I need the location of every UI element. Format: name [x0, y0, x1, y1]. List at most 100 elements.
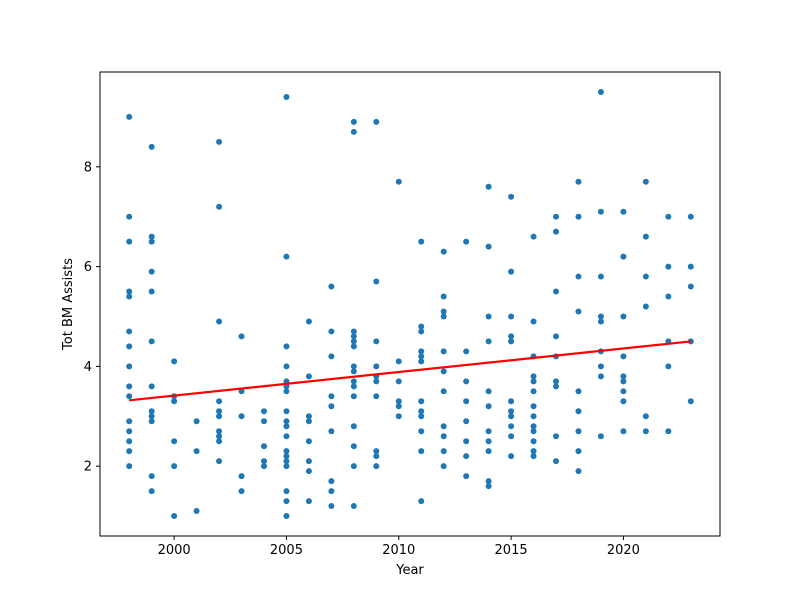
- data-point: [305, 468, 312, 475]
- x-tick-label: 2020: [607, 543, 640, 558]
- data-point: [350, 333, 357, 340]
- y-tick-label: 4: [84, 360, 92, 375]
- data-point: [575, 273, 582, 280]
- data-point: [171, 398, 178, 405]
- data-point: [418, 448, 425, 455]
- data-point: [620, 208, 627, 215]
- data-point: [418, 408, 425, 415]
- data-point: [508, 313, 515, 320]
- data-point: [440, 448, 447, 455]
- data-point: [260, 463, 267, 470]
- data-point: [553, 378, 560, 385]
- data-point: [350, 378, 357, 385]
- data-point: [642, 233, 649, 240]
- data-point: [530, 233, 537, 240]
- data-point: [395, 378, 402, 385]
- data-point: [283, 93, 290, 100]
- data-point: [193, 448, 200, 455]
- data-point: [283, 388, 290, 395]
- data-point: [687, 398, 694, 405]
- data-point: [440, 433, 447, 440]
- data-point: [350, 423, 357, 430]
- data-point: [597, 373, 604, 380]
- data-point: [597, 363, 604, 370]
- data-point: [328, 428, 335, 435]
- data-point: [373, 278, 380, 285]
- data-point: [485, 313, 492, 320]
- data-point: [508, 453, 515, 460]
- data-point: [485, 428, 492, 435]
- data-point: [530, 373, 537, 380]
- data-point: [283, 453, 290, 460]
- data-point: [216, 203, 223, 210]
- data-point: [620, 373, 627, 380]
- data-point: [193, 418, 200, 425]
- data-point: [508, 423, 515, 430]
- data-point: [350, 118, 357, 125]
- data-point: [508, 398, 515, 405]
- data-point: [553, 383, 560, 390]
- x-axis-label: Year: [395, 563, 424, 578]
- data-point: [148, 473, 155, 480]
- data-point: [485, 448, 492, 455]
- x-tick-label: 2005: [270, 543, 303, 558]
- data-point: [620, 428, 627, 435]
- data-point: [350, 463, 357, 470]
- data-point: [283, 433, 290, 440]
- data-point: [216, 428, 223, 435]
- data-point: [350, 383, 357, 390]
- data-point: [260, 458, 267, 465]
- data-point: [485, 438, 492, 445]
- data-point: [530, 438, 537, 445]
- data-point: [575, 308, 582, 315]
- data-point: [620, 378, 627, 385]
- data-point: [283, 408, 290, 415]
- data-point: [463, 378, 470, 385]
- data-point: [530, 428, 537, 435]
- data-point: [463, 453, 470, 460]
- data-point: [148, 143, 155, 150]
- data-point: [328, 283, 335, 290]
- data-point: [665, 263, 672, 270]
- data-point: [687, 263, 694, 270]
- data-point: [260, 408, 267, 415]
- data-point: [575, 213, 582, 220]
- data-point: [283, 458, 290, 465]
- data-point: [463, 473, 470, 480]
- data-point: [418, 398, 425, 405]
- data-point: [305, 373, 312, 380]
- data-point: [508, 433, 515, 440]
- data-point: [171, 358, 178, 365]
- data-point: [418, 428, 425, 435]
- data-point: [395, 413, 402, 420]
- data-point: [283, 498, 290, 505]
- plot-frame: [99, 71, 721, 537]
- data-point: [126, 383, 133, 390]
- data-point: [350, 338, 357, 345]
- data-point: [485, 483, 492, 490]
- data-point: [216, 408, 223, 415]
- data-point: [171, 513, 178, 520]
- data-point: [193, 508, 200, 515]
- data-point: [126, 293, 133, 300]
- data-point: [642, 413, 649, 420]
- data-point: [553, 333, 560, 340]
- data-point: [260, 443, 267, 450]
- data-point: [575, 388, 582, 395]
- data-point: [665, 428, 672, 435]
- data-point: [418, 358, 425, 365]
- data-point: [126, 448, 133, 455]
- data-point: [687, 283, 694, 290]
- data-point: [148, 418, 155, 425]
- data-point: [508, 333, 515, 340]
- data-point: [395, 403, 402, 410]
- y-axis-label: Tot BM Assists: [61, 258, 76, 351]
- data-point: [440, 388, 447, 395]
- data-point: [485, 183, 492, 190]
- data-point: [148, 383, 155, 390]
- data-point: [485, 243, 492, 250]
- data-point: [463, 438, 470, 445]
- data-point: [238, 473, 245, 480]
- data-point: [350, 343, 357, 350]
